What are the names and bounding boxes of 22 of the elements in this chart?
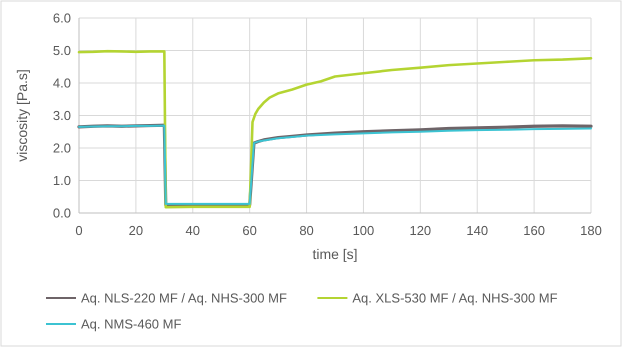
x-tick-label: 160 (523, 223, 545, 238)
x-tick-label: 180 (580, 223, 602, 238)
legend-label: Aq. NMS-460 MF (81, 316, 182, 332)
x-tick-label: 0 (75, 223, 83, 238)
y-tick-label: 6.0 (52, 10, 71, 26)
y-tick-label: 0.0 (52, 206, 71, 221)
x-tick-label: 80 (299, 223, 314, 238)
y-tick-label: 1.0 (52, 173, 71, 188)
y-tick-label: 4.0 (52, 76, 71, 91)
y-tick-label: 2.0 (52, 140, 71, 156)
x-tick-label: 60 (242, 223, 257, 238)
x-tick-label: 20 (128, 223, 144, 238)
x-tick-label: 100 (352, 223, 374, 238)
x-tick-label: 140 (466, 223, 488, 238)
x-axis-title: time [s] (312, 246, 358, 262)
y-axis-title: viscosity [Pa.s] (14, 69, 30, 162)
x-tick-label: 40 (186, 223, 200, 238)
x-tick-label: 120 (409, 223, 432, 238)
legend-label: Aq. NLS-220 MF / Aq. NHS-300 MF (81, 290, 287, 306)
y-tick-label: 5.0 (52, 43, 71, 58)
legend-label: Aq. XLS-530 MF / Aq. NHS-300 MF (352, 290, 558, 306)
y-tick-label: 3.0 (52, 108, 71, 124)
